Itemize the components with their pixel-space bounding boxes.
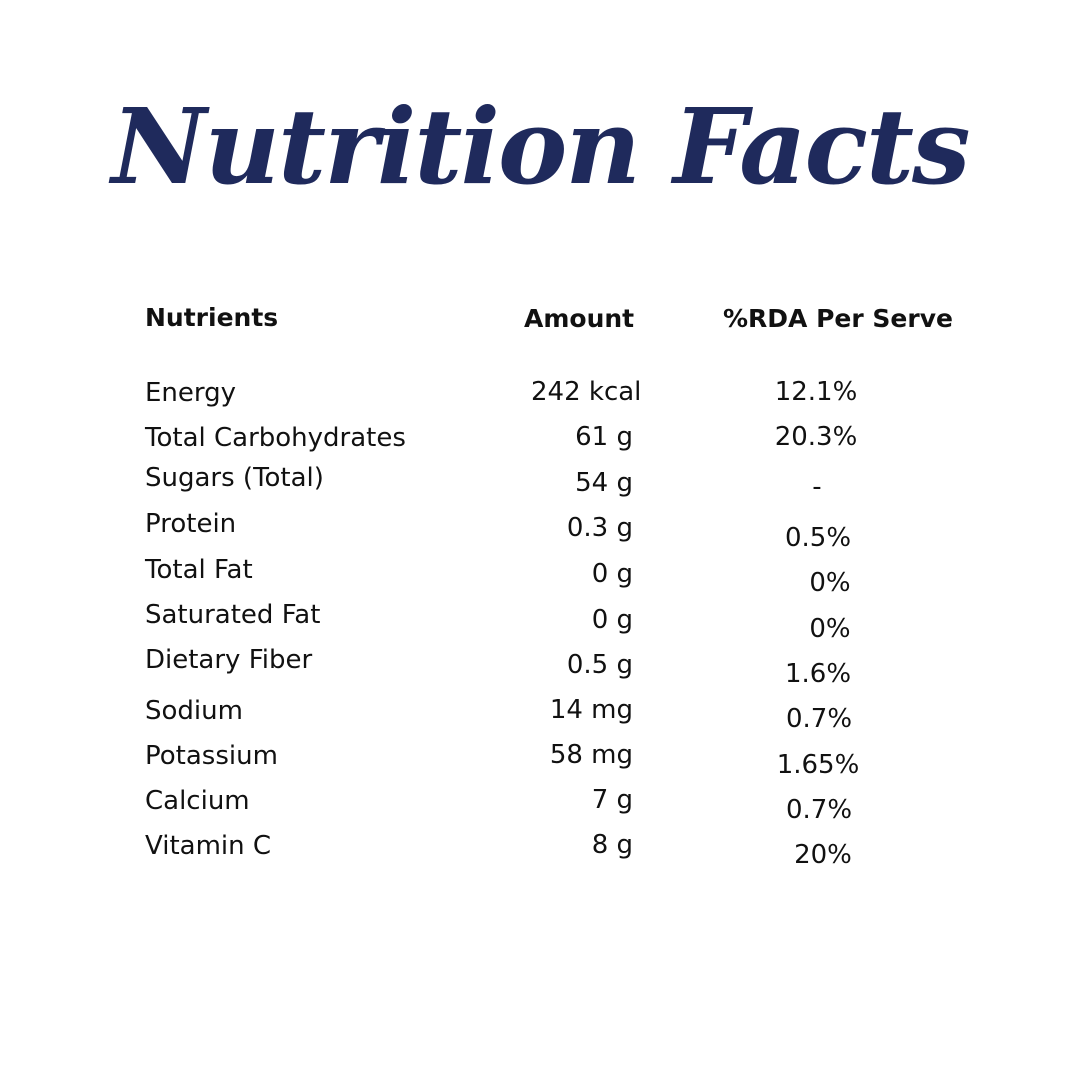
row-potassium-name: Potassium	[145, 741, 278, 771]
row-sodium-amount: 14 mg	[549, 695, 633, 725]
row-totalfat-rda: 0%	[809, 568, 851, 598]
row-carbs-name: Total Carbohydrates	[145, 423, 406, 453]
row-sodium-rda: 0.7%	[785, 704, 853, 734]
row-calcium-amount: 7 g	[591, 785, 633, 815]
row-sugars-name: Sugars (Total)	[145, 463, 324, 493]
row-potassium-amount: 58 mg	[549, 740, 633, 770]
row-carbs-rda: 20.3%	[774, 422, 858, 452]
row-totalfat-amount: 0 g	[591, 559, 633, 589]
row-energy-rda: 12.1%	[774, 377, 858, 407]
row-protein-rda: 0.5%	[784, 523, 852, 553]
row-protein-name: Protein	[145, 509, 237, 539]
header-rda: %RDA Per Serve	[723, 304, 953, 333]
row-calcium-rda: 0.7%	[785, 795, 853, 825]
row-sodium-name: Sodium	[145, 696, 243, 726]
row-energy-amount: 242 kcal	[531, 377, 642, 407]
row-fiber-amount: 0.5 g	[566, 650, 633, 680]
row-vitaminc-rda: 20%	[794, 840, 852, 870]
row-fiber-rda: 1.6%	[784, 659, 852, 689]
row-vitaminc-name: Vitamin C	[145, 831, 272, 861]
row-totalfat-name: Total Fat	[145, 555, 253, 585]
row-energy-name: Energy	[145, 378, 237, 408]
row-sugars-amount: 54 g	[575, 468, 633, 498]
row-fiber-name: Dietary Fiber	[145, 645, 313, 675]
row-potassium-rda: 1.65%	[776, 750, 860, 780]
page-title: Nutrition Facts	[111, 85, 970, 208]
row-satfat-amount: 0 g	[591, 605, 633, 635]
row-sugars-rda: -	[812, 472, 822, 502]
row-satfat-name: Saturated Fat	[145, 600, 321, 630]
header-amount: Amount	[524, 304, 635, 333]
row-carbs-amount: 61 g	[575, 422, 633, 452]
row-satfat-rda: 0%	[809, 614, 851, 644]
row-protein-amount: 0.3 g	[566, 513, 633, 543]
row-calcium-name: Calcium	[145, 786, 250, 816]
row-vitaminc-amount: 8 g	[591, 830, 633, 860]
header-nutrients: Nutrients	[145, 303, 279, 332]
